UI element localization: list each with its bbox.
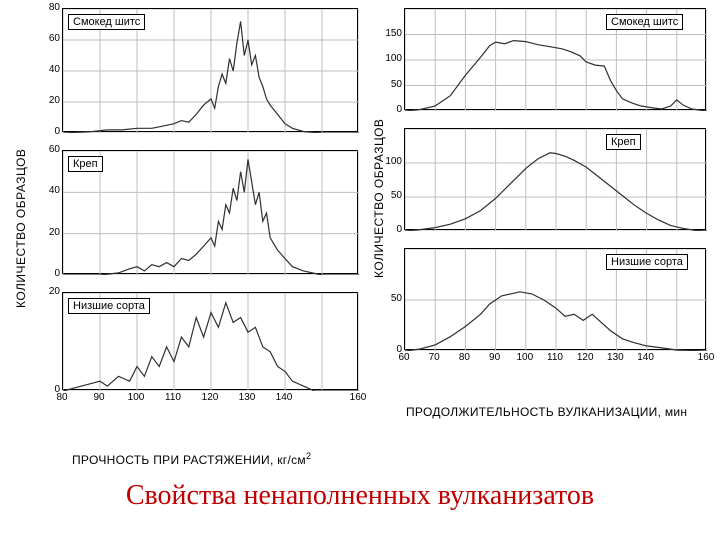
panel-label: Креп xyxy=(606,134,641,150)
x-tick: 140 xyxy=(276,392,293,403)
y-tick: 40 xyxy=(36,64,60,75)
y-tick: 50 xyxy=(378,79,402,90)
x-tick: 80 xyxy=(56,392,67,403)
y-tick: 60 xyxy=(36,144,60,155)
y-tick: 20 xyxy=(36,286,60,297)
charts-area: КОЛИЧЕСТВО ОБРАЗЦОВ КОЛИЧЕСТВО ОБРАЗЦОВ … xyxy=(0,8,720,452)
x-tick: 140 xyxy=(637,352,654,363)
y-tick: 100 xyxy=(378,53,402,64)
x-tick: 100 xyxy=(516,352,533,363)
x-tick: 120 xyxy=(577,352,594,363)
chart-panel xyxy=(62,150,358,274)
panel-label: Креп xyxy=(68,156,103,172)
y-tick: 80 xyxy=(36,2,60,13)
y-tick: 0 xyxy=(36,268,60,279)
x-tick: 120 xyxy=(202,392,219,403)
y-tick: 40 xyxy=(36,185,60,196)
y-tick: 100 xyxy=(378,156,402,167)
slide-caption: Свойства ненаполненных вулканизатов xyxy=(0,480,720,512)
x-tick: 160 xyxy=(350,392,367,403)
x-tick: 130 xyxy=(239,392,256,403)
y-tick: 0 xyxy=(378,224,402,235)
y-tick: 20 xyxy=(36,95,60,106)
panel-label: Низшие сорта xyxy=(606,254,688,270)
x-axis-label-right: ПРОДОЛЖИТЕЛЬНОСТЬ ВУЛКАНИЗАЦИИ, мин xyxy=(406,405,687,419)
panel-label: Низшие сорта xyxy=(68,298,150,314)
y-tick: 60 xyxy=(36,33,60,44)
x-tick: 110 xyxy=(547,352,563,363)
y-tick: 0 xyxy=(378,104,402,115)
y-axis-label-left: КОЛИЧЕСТВО ОБРАЗЦОВ xyxy=(14,149,28,308)
x-tick: 90 xyxy=(93,392,104,403)
left-column: 020406080Смокед шитс0204060Креп020Низшие… xyxy=(34,8,364,452)
panel-label: Смокед шитс xyxy=(606,14,683,30)
x-tick: 80 xyxy=(459,352,470,363)
x-tick: 110 xyxy=(165,392,181,403)
x-tick: 130 xyxy=(607,352,624,363)
x-tick: 70 xyxy=(429,352,440,363)
x-tick: 60 xyxy=(398,352,409,363)
y-tick: 50 xyxy=(378,293,402,304)
chart-panel xyxy=(404,128,706,230)
y-tick: 50 xyxy=(378,190,402,201)
y-tick: 20 xyxy=(36,227,60,238)
right-column: 050100150Смокед шитс050100Креп050Низшие … xyxy=(372,8,712,452)
x-tick: 90 xyxy=(489,352,500,363)
x-tick: 160 xyxy=(698,352,715,363)
x-tick: 100 xyxy=(128,392,145,403)
panel-label: Смокед шитс xyxy=(68,14,145,30)
y-tick: 0 xyxy=(36,126,60,137)
x-axis-label-left: ПРОЧНОСТЬ ПРИ РАСТЯЖЕНИИ, кг/см2 xyxy=(72,451,311,467)
y-tick: 150 xyxy=(378,28,402,39)
